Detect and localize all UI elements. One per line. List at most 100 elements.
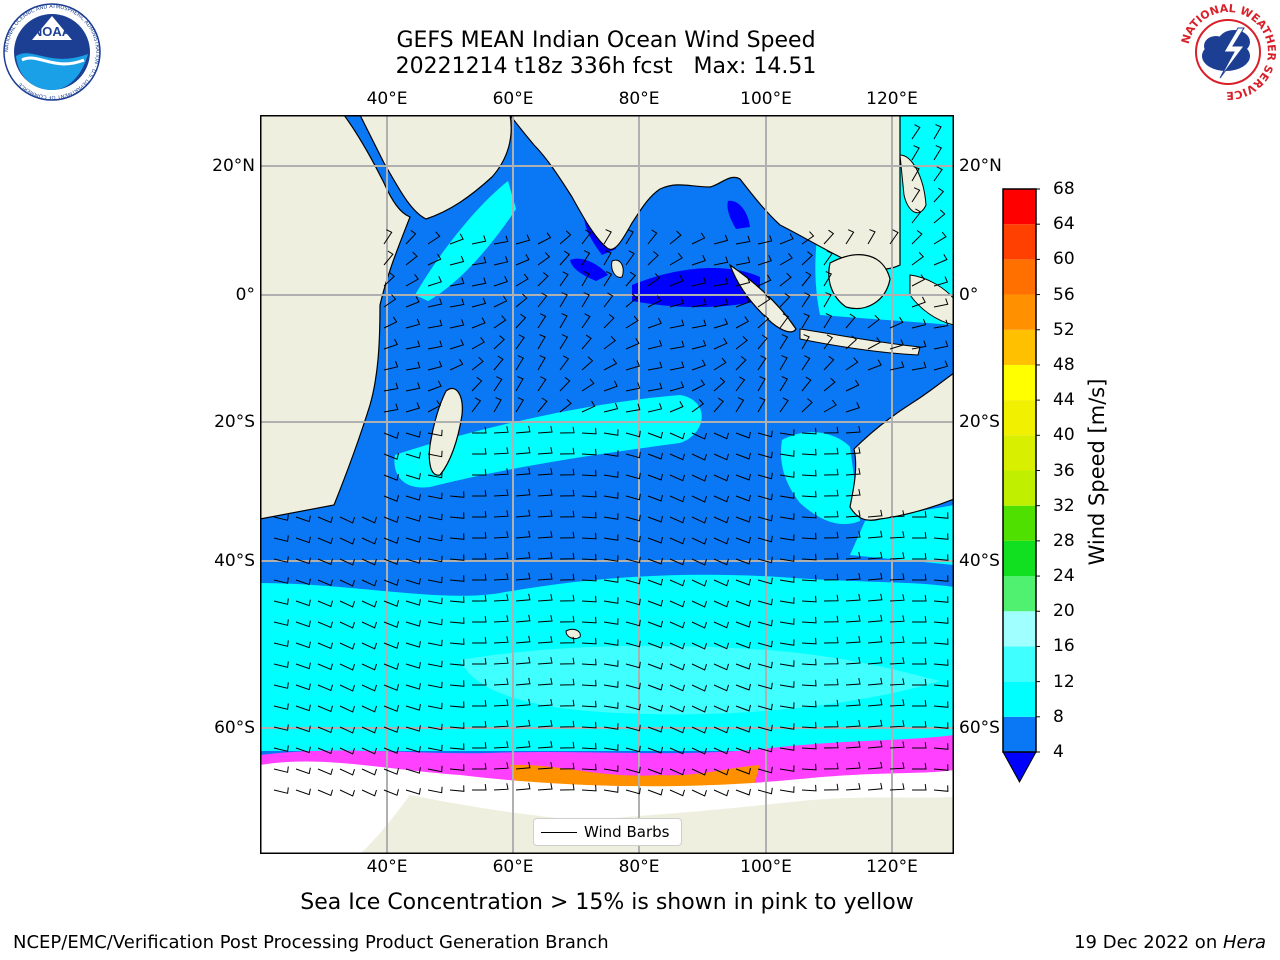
wind-barb xyxy=(317,747,333,755)
wind-barb xyxy=(449,638,465,645)
wind-barb xyxy=(823,552,839,560)
wind-barb xyxy=(625,556,641,564)
wind-barb xyxy=(625,661,641,669)
wind-barb xyxy=(735,235,751,245)
wind-barb xyxy=(383,579,399,586)
wind-barb xyxy=(669,663,685,671)
wind-barb xyxy=(339,789,355,797)
wind-barb xyxy=(449,617,465,624)
wind-barb xyxy=(801,658,817,666)
wind-barb xyxy=(823,678,839,686)
wind-barb xyxy=(471,256,487,266)
wind-barb xyxy=(603,639,619,646)
wind-barb xyxy=(537,741,553,749)
wind-barb xyxy=(713,277,729,287)
wind-barb xyxy=(801,532,817,540)
wind-barb xyxy=(889,573,905,581)
wind-barb xyxy=(273,745,289,752)
wind-barb xyxy=(933,124,942,140)
svg-text:NOAA: NOAA xyxy=(33,24,72,39)
wind-barb xyxy=(427,681,443,689)
wind-barb xyxy=(801,553,817,561)
wind-barb xyxy=(449,680,465,687)
wind-barb xyxy=(515,355,525,371)
wind-barb xyxy=(647,295,662,308)
wind-barb xyxy=(911,318,927,329)
wind-barb xyxy=(383,338,399,350)
wind-barb xyxy=(801,231,815,245)
wind-barb xyxy=(317,642,333,650)
wind-barb xyxy=(472,763,487,770)
wind-barb xyxy=(471,356,484,371)
colorbar-tick-label: 28 xyxy=(1053,530,1075,551)
wind-barb xyxy=(757,255,772,266)
wind-barb xyxy=(405,725,421,732)
ocean-8-12-region xyxy=(780,432,860,525)
wind-barb xyxy=(911,340,927,350)
wind-barb xyxy=(867,530,883,539)
wind-barb xyxy=(823,250,833,266)
wind-barb xyxy=(823,531,839,539)
wind-barb xyxy=(691,254,706,266)
wind-barb xyxy=(493,531,509,539)
wind-barb xyxy=(713,579,729,587)
wind-barb xyxy=(889,636,905,644)
wind-barb xyxy=(383,229,393,245)
wind-barb xyxy=(559,292,568,308)
wind-barb xyxy=(537,699,553,707)
wind-barb xyxy=(933,701,949,708)
wind-barb xyxy=(669,726,685,734)
wind-barb xyxy=(339,600,355,608)
wind-barb xyxy=(647,473,663,481)
wind-barb xyxy=(912,511,927,518)
wind-barb xyxy=(669,579,685,587)
wind-barb xyxy=(779,471,795,478)
wind-barb xyxy=(405,536,421,543)
kerguelen-land xyxy=(565,628,581,640)
wind-barb xyxy=(405,296,420,308)
wind-barb xyxy=(911,361,927,371)
wind-barb xyxy=(889,699,905,707)
wind-barb xyxy=(493,426,509,434)
wind-barb xyxy=(472,469,487,476)
wind-barb xyxy=(493,468,509,476)
wind-barb xyxy=(713,318,729,329)
wind-barb xyxy=(581,400,596,413)
wind-barb xyxy=(405,662,421,669)
wind-barb xyxy=(735,599,751,607)
wind-barb xyxy=(691,621,707,629)
wind-barb xyxy=(472,784,487,791)
wind-barb xyxy=(581,378,595,392)
wind-barb xyxy=(779,534,795,541)
wind-barb xyxy=(933,231,947,245)
wind-barb xyxy=(295,746,311,754)
footer-date-text: 19 Dec 2022 on xyxy=(1074,932,1223,953)
wind-barb xyxy=(405,494,421,501)
wind-barb xyxy=(625,493,641,501)
wind-barb xyxy=(361,747,377,755)
wind-barb xyxy=(295,683,311,691)
wind-barb xyxy=(801,721,817,729)
wind-barb xyxy=(515,572,531,581)
wind-barb xyxy=(515,397,525,413)
wind-barb xyxy=(669,252,683,266)
wind-barb xyxy=(912,742,927,749)
wind-barb xyxy=(669,642,685,650)
wind-barb xyxy=(515,614,531,623)
wind-barb xyxy=(669,319,685,329)
wind-barb xyxy=(383,642,399,649)
wind-barb xyxy=(823,399,837,413)
wind-barb xyxy=(713,537,729,545)
wind-barb xyxy=(603,555,619,562)
wind-barb xyxy=(735,767,751,775)
wind-barb xyxy=(603,744,619,751)
wind-barb xyxy=(427,231,441,245)
wind-barb xyxy=(405,251,418,266)
wind-barb xyxy=(911,166,920,182)
wind-barb xyxy=(845,594,861,602)
footer-machine: Hera xyxy=(1222,932,1266,953)
wind-barb xyxy=(537,636,553,644)
wind-barb xyxy=(383,768,399,775)
colorbar-tick-label: 24 xyxy=(1053,566,1075,587)
wind-barb xyxy=(911,187,921,203)
